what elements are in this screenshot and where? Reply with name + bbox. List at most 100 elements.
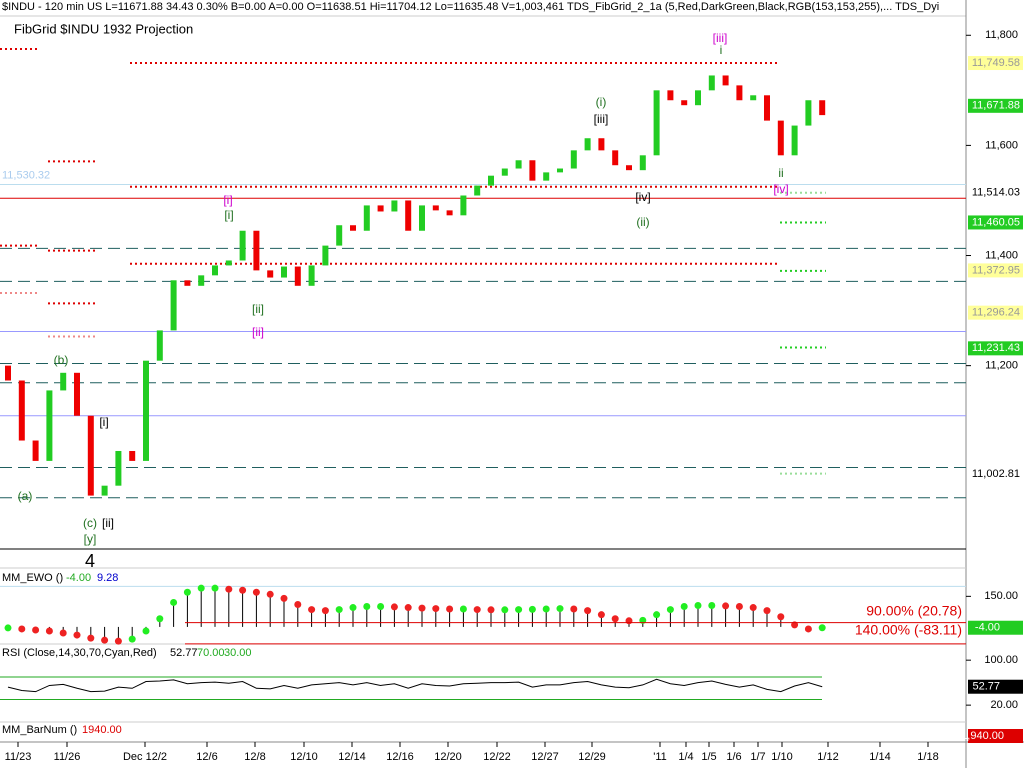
ewo-dot bbox=[377, 603, 385, 611]
candle-body bbox=[819, 100, 826, 116]
x-tick-label: 12/10 bbox=[290, 751, 318, 763]
wave-label: [y] bbox=[84, 532, 97, 546]
ewo-dot bbox=[528, 605, 536, 613]
price-tag-label: 11,296.24 bbox=[972, 307, 1020, 319]
wave-label: [iv] bbox=[773, 182, 788, 196]
ewo-dot bbox=[763, 607, 771, 615]
candle-body bbox=[777, 120, 784, 156]
candle-body bbox=[446, 210, 453, 216]
candle-body bbox=[543, 172, 550, 181]
ewo-dot bbox=[183, 588, 191, 596]
wave-label: [ii] bbox=[252, 325, 264, 339]
ewo-dot bbox=[321, 607, 329, 615]
wave-label: [iv] bbox=[635, 190, 650, 204]
wave-label: [i] bbox=[224, 208, 233, 222]
ewo-dot bbox=[639, 616, 647, 624]
wave-label: [iii] bbox=[594, 112, 609, 126]
ewo-dot bbox=[597, 611, 605, 619]
wave-label: (ii) bbox=[636, 215, 649, 229]
wave-label: (a) bbox=[18, 489, 33, 503]
readout: 9.28 bbox=[97, 572, 118, 584]
y-tick-label: 11,200 bbox=[985, 360, 1018, 372]
candle-body bbox=[212, 265, 218, 276]
panel-title: MM_BarNum () bbox=[2, 724, 77, 736]
ewo-dot bbox=[59, 629, 67, 637]
wave-label: (i) bbox=[596, 95, 607, 109]
candle-body bbox=[74, 372, 80, 416]
ewo-dot bbox=[197, 584, 205, 592]
target-label: 90.00% (20.78) bbox=[866, 603, 962, 619]
ewo-dot bbox=[128, 635, 136, 643]
value-tag bbox=[968, 729, 1023, 743]
candle-body bbox=[363, 205, 370, 231]
ewo-dot bbox=[735, 603, 743, 611]
ewo-dot bbox=[239, 586, 247, 594]
value-tag bbox=[968, 620, 1023, 635]
candle-body bbox=[681, 100, 688, 106]
candle-body bbox=[294, 266, 301, 286]
x-tick-label: 12/20 bbox=[434, 751, 462, 763]
candle-body bbox=[5, 365, 11, 381]
value-tag-label: 52.77 bbox=[972, 681, 1000, 693]
value-tag-label: 1,940.00 bbox=[961, 730, 1004, 742]
price-tag bbox=[968, 263, 1023, 278]
ewo-dot bbox=[515, 606, 523, 614]
wave-label: [i] bbox=[223, 193, 232, 207]
price-tag bbox=[968, 98, 1023, 113]
price-tag-label: 11,460.05 bbox=[972, 216, 1020, 228]
price-tag bbox=[968, 56, 1023, 71]
ewo-dot bbox=[308, 606, 316, 614]
readout: 70.00 bbox=[197, 647, 225, 659]
price-tag-label: 11,231.43 bbox=[972, 342, 1020, 354]
wave-label: [iii] bbox=[713, 31, 728, 45]
ewo-dot bbox=[211, 584, 219, 592]
y-tick-label: 11,800 bbox=[985, 29, 1018, 41]
ewo-dot bbox=[73, 631, 81, 639]
ewo-dot bbox=[335, 606, 343, 614]
ewo-dot bbox=[570, 605, 578, 613]
panel-title: RSI (Close,14,30,70,Cyan,Red) bbox=[2, 647, 157, 659]
candle-body bbox=[32, 440, 39, 461]
x-tick-label: Dec 12/2 bbox=[123, 751, 167, 763]
ewo-dot bbox=[804, 625, 812, 633]
readout: 52.77 bbox=[170, 647, 198, 659]
wave-label: i bbox=[720, 43, 723, 57]
ewo-dot bbox=[777, 613, 785, 621]
candle-body bbox=[667, 90, 674, 101]
candle-body bbox=[198, 275, 205, 286]
candle-body bbox=[612, 150, 619, 166]
price-tag bbox=[968, 341, 1023, 356]
candle-body bbox=[60, 372, 67, 391]
candle-body bbox=[419, 205, 425, 231]
price-tag-label: 11,372.95 bbox=[972, 264, 1020, 276]
ewo-dot bbox=[487, 606, 495, 614]
ewo-dot bbox=[556, 605, 564, 613]
candle-body bbox=[18, 380, 25, 441]
ewo-dot bbox=[542, 605, 550, 613]
ewo-dot bbox=[666, 606, 674, 614]
ewo-dot bbox=[156, 615, 164, 623]
ewo-dot bbox=[101, 636, 109, 644]
price-tag-label: 11,671.88 bbox=[972, 100, 1020, 112]
candle-body bbox=[156, 330, 163, 361]
ewo-dot bbox=[390, 603, 398, 611]
candle-body bbox=[87, 415, 94, 496]
value-tag-label: -4.00 bbox=[975, 622, 1000, 634]
candle-body bbox=[557, 168, 563, 173]
candle-body bbox=[129, 450, 136, 461]
wave-label: [ii] bbox=[102, 516, 114, 530]
ewo-dot bbox=[501, 606, 509, 614]
ewo-dot bbox=[114, 637, 122, 645]
x-tick-label: 1/14 bbox=[869, 751, 890, 763]
ewo-dot bbox=[818, 624, 826, 632]
quote-header: $INDU - 120 min US L=11671.88 34.43 0.30… bbox=[2, 1, 939, 13]
x-tick-label: 1/18 bbox=[917, 751, 938, 763]
x-tick-label: 12/27 bbox=[531, 751, 559, 763]
y-tick-label: 11,600 bbox=[985, 139, 1018, 151]
price-tag bbox=[968, 215, 1023, 230]
chart-title: FibGrid $INDU 1932 Projection bbox=[14, 21, 193, 36]
candle-body bbox=[515, 160, 522, 169]
x-tick-label: 12/6 bbox=[196, 751, 217, 763]
